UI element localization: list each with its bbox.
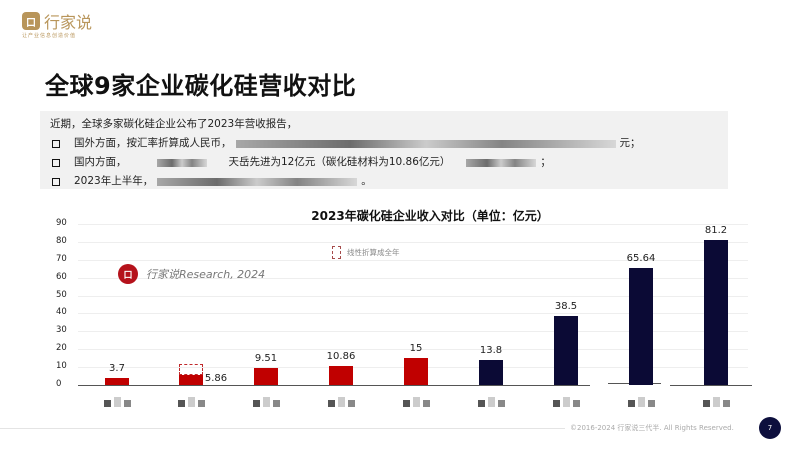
- watermark-text: 行家说Research, 2024: [146, 268, 266, 281]
- square-bullet-icon: [52, 158, 60, 167]
- annualized-dashed-box: [179, 364, 203, 375]
- bullet-suffix: 。: [361, 175, 372, 187]
- x-axis-label-redacted: [174, 393, 208, 407]
- x-axis-label-redacted: [100, 393, 134, 407]
- x-axis-label-redacted: [249, 393, 283, 407]
- brand-logo-icon: 口: [22, 12, 40, 30]
- gridline: [78, 224, 748, 225]
- chart-title: 2023年碳化硅企业收入对比（单位：亿元）: [311, 209, 549, 223]
- x-axis-label-redacted: [549, 393, 583, 407]
- page-number: 7: [759, 417, 781, 439]
- x-axis-line: [78, 385, 590, 386]
- gridline: [78, 295, 748, 297]
- y-axis-tick: 60: [56, 271, 67, 282]
- summary-box: 近期，全球多家碳化硅企业公布了2023年营收报告， 国外方面，按汇率折算成人民币…: [40, 111, 728, 189]
- x-axis-label-redacted: [324, 393, 358, 407]
- dashed-box-legend-icon: [332, 246, 341, 259]
- brand-tagline: 让产业信息创造价值: [22, 33, 77, 39]
- page-title: 全球9家企业碳化硅营收对比: [45, 72, 357, 100]
- gridline: [78, 349, 748, 351]
- y-axis-tick: 40: [56, 307, 67, 318]
- watermark-logo-icon: 口: [118, 264, 138, 284]
- bullet-text-middle: 天岳先进为12亿元（碳化硅材料为10.86亿元）: [228, 156, 451, 168]
- x-axis-label-redacted: [699, 393, 733, 407]
- legend-label: 线性折算成全年: [347, 248, 400, 257]
- bar: [254, 367, 278, 385]
- bar: [479, 360, 503, 385]
- bullet-text: 国外方面，按汇率折算成人民币，: [74, 137, 232, 149]
- bar: [554, 316, 578, 385]
- bullet-suffix: 元；: [619, 137, 641, 149]
- bar: [329, 365, 353, 385]
- footer-divider: [0, 428, 565, 429]
- redacted-text: [157, 177, 358, 186]
- summary-bullet-overseas: 国外方面，按汇率折算成人民币， 元；: [50, 134, 718, 153]
- chart-legend: 线性折算成全年: [332, 246, 400, 259]
- summary-bullet-domestic: 国内方面， 天岳先进为12亿元（碳化硅材料为10.86亿元） ；: [50, 153, 718, 172]
- bar-value-label: 5.86: [204, 373, 228, 384]
- redacted-text: [466, 158, 537, 167]
- bar-value-label: 3.7: [109, 363, 125, 375]
- gridline: [78, 313, 748, 315]
- y-axis-tick: 70: [56, 253, 67, 264]
- summary-intro-text: 近期，全球多家碳化硅企业公布了2023年营收报告，: [50, 118, 298, 130]
- bar: [629, 267, 653, 385]
- gridline: [78, 277, 748, 279]
- summary-intro: 近期，全球多家碳化硅企业公布了2023年营收报告，: [50, 115, 718, 134]
- brand-name: 行家说: [44, 13, 93, 32]
- bar-value-label: 15: [409, 343, 423, 355]
- bar-value-label: 9.51: [254, 352, 278, 364]
- watermark: 口 行家说Research, 2024: [118, 264, 265, 284]
- bar-value-label: 38.5: [554, 301, 578, 313]
- bullet-text: 2023年上半年，: [74, 175, 154, 187]
- y-axis-tick: 90: [56, 218, 67, 228]
- bullet-text: 国内方面，: [74, 156, 127, 168]
- redacted-text: [156, 158, 207, 167]
- gridline: [78, 259, 748, 261]
- square-bullet-icon: [52, 177, 60, 186]
- x-axis-label-redacted: [474, 393, 508, 407]
- x-axis-label-redacted: [399, 393, 433, 407]
- y-axis-tick: 20: [56, 343, 67, 354]
- bar-value-label: 81.2: [704, 224, 728, 236]
- bar-value-label: 65.64: [626, 252, 656, 264]
- gridline: [78, 331, 748, 333]
- x-axis-label-redacted: [624, 393, 658, 407]
- bar: [179, 374, 203, 385]
- bar: [704, 239, 728, 385]
- bar: [404, 358, 428, 385]
- gridline: [78, 241, 748, 243]
- footer-copyright: ©2016-2024 行家说三代半. All Rights Reserved.: [570, 424, 734, 432]
- bar-value-label: 13.8: [479, 345, 503, 357]
- bar: [105, 378, 129, 385]
- square-bullet-icon: [52, 139, 60, 148]
- bar-value-label: 10.86: [326, 350, 356, 362]
- y-axis-tick: 10: [56, 361, 67, 372]
- redacted-text: [235, 139, 616, 148]
- bullet-suffix: ；: [540, 156, 551, 168]
- y-axis-tick: 80: [56, 235, 67, 246]
- y-axis-tick: 30: [56, 325, 67, 336]
- y-axis-tick: 50: [56, 289, 67, 300]
- brand-logo: 口 行家说: [22, 9, 92, 33]
- x-axis-line: [670, 385, 752, 386]
- y-axis-tick: 0: [56, 379, 62, 389]
- summary-bullet-h1: 2023年上半年， 。: [50, 172, 718, 191]
